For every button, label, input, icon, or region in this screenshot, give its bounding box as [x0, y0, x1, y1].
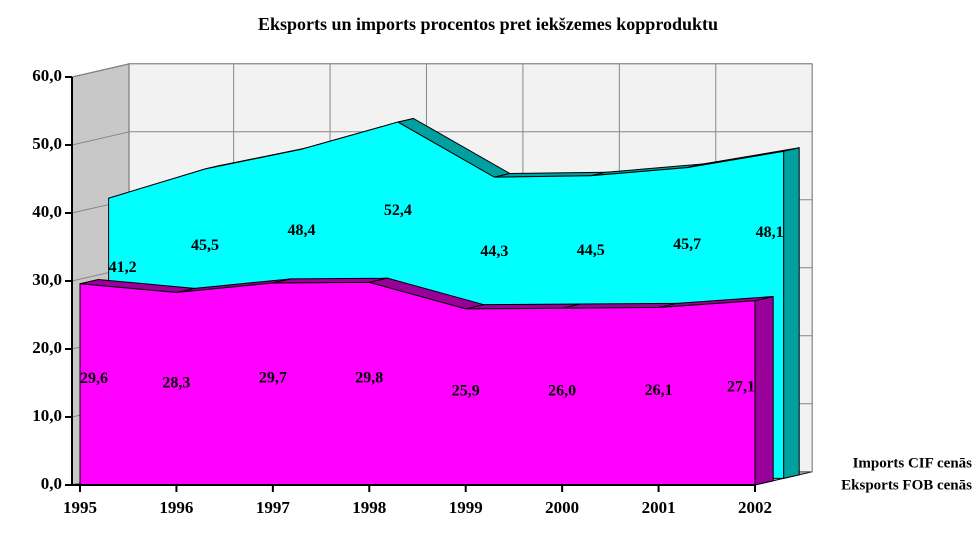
grid-line — [71, 63, 813, 78]
y-tick-label: 30,0 — [32, 270, 62, 289]
value-label: 29,8 — [355, 369, 383, 386]
y-tick-label: 50,0 — [32, 134, 62, 153]
x-tick-label: 2002 — [738, 498, 772, 517]
area-side — [783, 147, 800, 480]
x-tick-label: 1996 — [159, 498, 193, 517]
chart-title: Eksports un imports procentos pret iekšz… — [258, 14, 718, 34]
value-label: 26,1 — [645, 382, 673, 399]
value-label: 28,3 — [162, 374, 190, 391]
x-tick-label: 1998 — [352, 498, 386, 517]
grid-line — [71, 131, 813, 146]
y-tick-label: 20,0 — [32, 338, 62, 357]
value-label: 27,1 — [727, 379, 755, 396]
value-label: 29,7 — [259, 370, 287, 387]
series-label: Eksports FOB cenās — [841, 477, 972, 493]
y-tick-label: 10,0 — [32, 406, 62, 425]
value-label: 25,9 — [452, 383, 480, 400]
value-label: 26,0 — [548, 382, 576, 399]
value-label: 48,4 — [287, 222, 315, 239]
x-tick-label: 1999 — [449, 498, 483, 517]
value-label: 48,1 — [756, 224, 784, 241]
value-label: 44,5 — [577, 242, 605, 259]
series-label: Imports CIF cenās — [853, 455, 973, 471]
area-side — [754, 295, 774, 486]
y-tick-label: 40,0 — [32, 202, 62, 221]
y-tick-label: 0,0 — [41, 474, 62, 493]
x-tick-label: 1997 — [256, 498, 291, 517]
value-label: 45,5 — [191, 237, 219, 254]
value-label: 45,7 — [673, 236, 701, 253]
x-tick-label: 2000 — [545, 498, 579, 517]
x-tick-label: 2001 — [642, 498, 676, 517]
value-label: 44,3 — [480, 243, 508, 260]
value-label: 29,6 — [80, 370, 108, 387]
value-label: 41,2 — [109, 259, 137, 276]
x-tick-label: 1995 — [63, 498, 97, 517]
area — [79, 281, 756, 486]
y-tick-label: 60,0 — [32, 66, 62, 85]
value-label: 52,4 — [384, 202, 412, 219]
